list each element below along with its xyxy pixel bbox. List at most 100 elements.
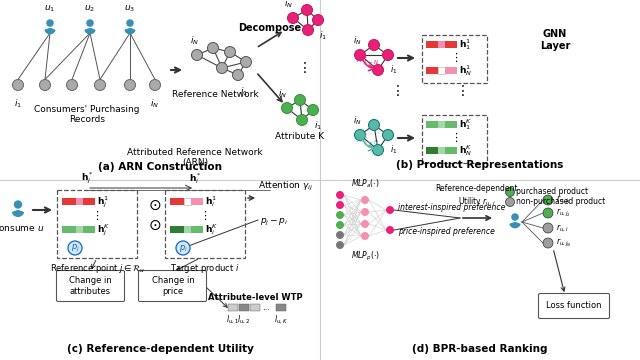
Wedge shape xyxy=(85,28,95,34)
Text: Change in
price: Change in price xyxy=(152,276,195,296)
Text: $\vdots$: $\vdots$ xyxy=(450,51,458,64)
Text: $u_2$: $u_2$ xyxy=(84,4,95,14)
Text: $i_N$: $i_N$ xyxy=(284,0,294,10)
Circle shape xyxy=(294,94,305,105)
Text: $\mathbf{h}^1_N$: $\mathbf{h}^1_N$ xyxy=(459,63,472,78)
Text: $r_{u,j_1}$: $r_{u,j_1}$ xyxy=(556,194,571,206)
Circle shape xyxy=(296,114,307,126)
Text: GNN
Layer: GNN Layer xyxy=(540,29,570,51)
Bar xyxy=(438,67,445,74)
Text: $\mathbf{h}^1_j$: $\mathbf{h}^1_j$ xyxy=(97,194,109,210)
Text: $m^1_{1\leftarrow N}$: $m^1_{1\leftarrow N}$ xyxy=(356,53,380,67)
Text: $\mathbf{h}^K_1$: $\mathbf{h}^K_1$ xyxy=(459,117,472,132)
Bar xyxy=(239,304,249,311)
Bar xyxy=(191,226,203,233)
Circle shape xyxy=(372,64,383,76)
Text: $p_j - p_i$: $p_j - p_i$ xyxy=(260,216,288,228)
Circle shape xyxy=(241,57,252,68)
Bar xyxy=(228,304,238,311)
Circle shape xyxy=(46,19,54,27)
Bar xyxy=(445,41,457,48)
Wedge shape xyxy=(510,222,520,228)
Text: $u_3$: $u_3$ xyxy=(124,4,136,14)
Circle shape xyxy=(126,19,134,27)
Text: Attributed Reference Network
(ARN): Attributed Reference Network (ARN) xyxy=(127,148,263,167)
Text: $u_1$: $u_1$ xyxy=(44,4,56,14)
Circle shape xyxy=(307,104,319,116)
Text: $\mathbf{h}^1_1$: $\mathbf{h}^1_1$ xyxy=(459,37,471,53)
Bar xyxy=(250,304,260,311)
Text: $i_1$: $i_1$ xyxy=(314,120,322,132)
Circle shape xyxy=(40,80,51,90)
Text: Consume $u$: Consume $u$ xyxy=(0,222,44,233)
Text: $\vdots$: $\vdots$ xyxy=(450,131,458,144)
Circle shape xyxy=(336,211,344,219)
Circle shape xyxy=(543,223,553,233)
Text: $i_1$: $i_1$ xyxy=(390,64,397,77)
Bar xyxy=(170,198,184,205)
Text: $l_{u,1}$: $l_{u,1}$ xyxy=(227,314,239,326)
Text: Target product $i$: Target product $i$ xyxy=(170,262,240,275)
Text: $i_N$: $i_N$ xyxy=(353,35,362,47)
Circle shape xyxy=(361,208,369,216)
Circle shape xyxy=(543,238,553,248)
Bar xyxy=(191,198,203,205)
Text: $\mathbf{h}^*_i$: $\mathbf{h}^*_i$ xyxy=(189,171,202,186)
FancyBboxPatch shape xyxy=(538,293,609,319)
Bar xyxy=(184,198,191,205)
Circle shape xyxy=(372,144,383,156)
Bar xyxy=(445,147,457,154)
Text: $i_N$: $i_N$ xyxy=(191,35,200,47)
Text: price-inspired preference: price-inspired preference xyxy=(398,228,495,237)
Circle shape xyxy=(13,80,24,90)
Text: $MLP_a(\cdot)$: $MLP_a(\cdot)$ xyxy=(351,177,380,190)
Circle shape xyxy=(207,42,218,54)
Bar xyxy=(76,198,83,205)
Circle shape xyxy=(506,198,515,207)
Text: purchased product: purchased product xyxy=(516,188,588,197)
Circle shape xyxy=(312,14,323,26)
Text: (b) Product Representations: (b) Product Representations xyxy=(396,160,564,170)
Circle shape xyxy=(336,201,344,209)
Text: Attention $\gamma_{ij}$: Attention $\gamma_{ij}$ xyxy=(258,180,314,193)
Text: non-purchased product: non-purchased product xyxy=(516,198,605,207)
Bar xyxy=(445,67,457,74)
Bar xyxy=(426,121,438,128)
Circle shape xyxy=(216,63,227,73)
Text: ⋮: ⋮ xyxy=(298,61,312,75)
Circle shape xyxy=(232,69,243,81)
Circle shape xyxy=(150,80,161,90)
Circle shape xyxy=(361,196,369,204)
Text: Decompose: Decompose xyxy=(239,23,301,33)
Bar xyxy=(62,198,76,205)
Text: $\mathbf{h}^K_N$: $\mathbf{h}^K_N$ xyxy=(459,144,472,158)
Circle shape xyxy=(67,80,77,90)
Circle shape xyxy=(86,19,94,27)
Text: $i_N$: $i_N$ xyxy=(150,98,159,111)
Text: $l_{u,2}$: $l_{u,2}$ xyxy=(237,314,251,326)
Text: $i_1$: $i_1$ xyxy=(240,85,248,98)
Text: Change in
attributes: Change in attributes xyxy=(68,276,111,296)
Circle shape xyxy=(543,208,553,218)
Circle shape xyxy=(176,241,190,255)
Circle shape xyxy=(14,200,22,209)
Bar xyxy=(445,121,457,128)
Text: interest-inspired preference: interest-inspired preference xyxy=(398,203,506,212)
Circle shape xyxy=(125,80,136,90)
Text: $\vdots$: $\vdots$ xyxy=(91,208,99,221)
Bar xyxy=(276,304,286,311)
Circle shape xyxy=(386,206,394,214)
Text: Loss function: Loss function xyxy=(547,302,602,310)
Bar xyxy=(426,147,438,154)
Text: $r_{u,j_2}$: $r_{u,j_2}$ xyxy=(556,207,571,219)
Bar xyxy=(83,226,95,233)
Circle shape xyxy=(506,188,515,197)
Bar xyxy=(184,226,191,233)
Text: (c) Reference-dependent Utility: (c) Reference-dependent Utility xyxy=(67,344,253,354)
Text: $\vdots$: $\vdots$ xyxy=(199,208,207,221)
Text: Reference-dependent
Utility $r_{u,i}$: Reference-dependent Utility $r_{u,i}$ xyxy=(436,184,518,208)
Circle shape xyxy=(95,80,106,90)
Text: $p_j$: $p_j$ xyxy=(70,242,79,253)
Text: $i_N$: $i_N$ xyxy=(278,87,287,100)
Text: $i_1$: $i_1$ xyxy=(319,30,327,42)
